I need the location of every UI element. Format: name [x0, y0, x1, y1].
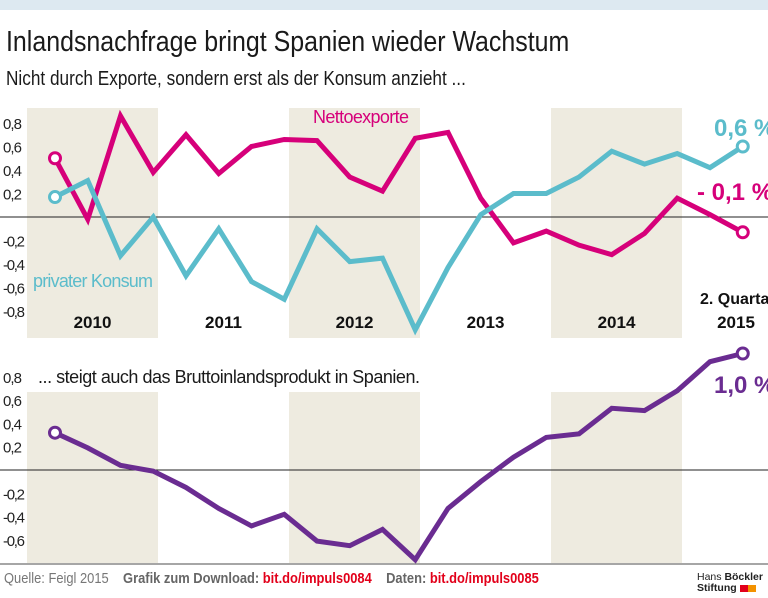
- download-link[interactable]: bit.do/impuls0084: [262, 570, 372, 587]
- y-tick-label: -0,2: [3, 486, 25, 503]
- footer: Quelle: Feigl 2015 Grafik zum Download: …: [4, 570, 539, 587]
- bip-endpoint: [735, 346, 750, 361]
- y-tick-label: -0,6: [3, 533, 25, 550]
- source-text: Quelle: Feigl 2015: [4, 570, 109, 587]
- y-tick-label: -0,4: [3, 510, 25, 527]
- page-subtitle: Nicht durch Exporte, sondern erst als de…: [6, 68, 466, 90]
- year-label: 2010: [74, 313, 112, 332]
- bip-line: [53, 351, 744, 564]
- shaded-year-2010: [27, 392, 158, 563]
- end-value-konsum: 0,6 %: [714, 115, 768, 142]
- logo-square-red: [739, 584, 748, 592]
- year-label: 2012: [336, 313, 374, 332]
- konsum-line: [53, 144, 745, 336]
- y-tick-label: 0,6: [3, 140, 22, 157]
- nettoexporte-line: [52, 109, 744, 258]
- bip-annotation: ... steigt auch das Bruttoinlandsprodukt…: [38, 367, 420, 387]
- y-tick-label: 0,4: [3, 163, 22, 180]
- nettoexporte-endpoint: [48, 151, 62, 166]
- shaded-year-2012: [289, 108, 420, 338]
- y-tick-label: -0,8: [3, 304, 25, 321]
- nettoexporte-endpoint: [735, 225, 750, 240]
- end-value-nettoexporte: - 0,1 %: [697, 179, 768, 206]
- logo-text-stiftung: Stiftung: [697, 582, 737, 594]
- konsum-endpoint: [48, 190, 62, 205]
- y-tick-label: -0,6: [3, 281, 25, 298]
- logo-square-orange: [747, 584, 756, 592]
- end-value-bip: 1,0 %: [714, 372, 768, 399]
- y-tick-label: 0,2: [3, 187, 22, 204]
- data-link[interactable]: bit.do/impuls0085: [429, 570, 539, 587]
- page-title: Inlandsnachfrage bringt Spanien wieder W…: [6, 26, 570, 58]
- y-tick-label: 0,8: [3, 370, 22, 387]
- series-label-konsum: privater Konsum: [33, 271, 153, 291]
- y-tick-label: -0,2: [3, 234, 25, 251]
- y-tick-label: 0,8: [3, 116, 22, 133]
- year-label: 2015: [717, 313, 755, 332]
- end-quarter-label: 2. Quartal: [700, 291, 768, 308]
- shaded-year-2014: [551, 108, 682, 338]
- konsum-endpoint: [735, 139, 750, 154]
- data-label: Daten:: [386, 570, 427, 587]
- download-label: Grafik zum Download:: [123, 570, 260, 587]
- y-tick-label: 0,2: [3, 440, 22, 457]
- y-tick-label: -0,4: [3, 257, 25, 274]
- shaded-year-2014: [551, 392, 682, 563]
- top-band: [0, 0, 768, 10]
- bip-endpoint: [48, 425, 62, 440]
- logo: Hans Böckler Stiftung: [697, 572, 763, 594]
- series-label-nettoexporte: Nettoexporte: [313, 107, 409, 127]
- y-tick-label: 0,4: [3, 416, 22, 433]
- logo-text: Hans: [697, 571, 722, 583]
- year-label: 2011: [205, 313, 242, 332]
- y-tick-label: 0,6: [3, 393, 22, 410]
- logo-text-bold: Böckler: [724, 571, 763, 583]
- year-label: 2013: [467, 313, 505, 332]
- year-label: 2014: [598, 313, 636, 332]
